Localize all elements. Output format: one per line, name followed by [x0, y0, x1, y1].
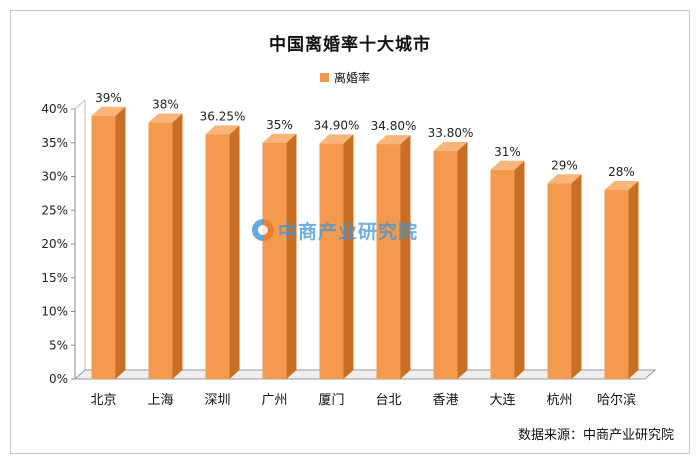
bar-杭州 — [547, 183, 572, 379]
bar-side — [628, 181, 639, 379]
bar-side — [571, 174, 582, 379]
y-axis-depth — [74, 99, 86, 110]
data-label: 34.90% — [314, 118, 360, 132]
data-label: 38% — [152, 98, 179, 112]
y-tick-label: 5% — [49, 338, 68, 352]
bar-厦门 — [319, 143, 344, 379]
x-tick-label: 广州 — [261, 393, 287, 408]
data-label: 31% — [494, 145, 521, 159]
x-tick-label: 厦门 — [318, 393, 344, 408]
legend-label: 离婚率 — [334, 70, 371, 85]
x-tick-label: 北京 — [90, 393, 116, 408]
data-label: 35% — [266, 118, 293, 132]
y-tick-label: 40% — [41, 102, 68, 116]
y-tick-label: 20% — [41, 237, 68, 251]
bar-top — [262, 133, 297, 143]
y-tick-label: 30% — [41, 170, 68, 184]
watermark-text: 中商产业研究院 — [278, 220, 419, 243]
y-tick-label: 25% — [41, 203, 68, 217]
bar-台北 — [376, 144, 401, 379]
bar-top — [433, 141, 468, 151]
bar-side — [229, 125, 240, 379]
source-note: 数据来源：中商产业研究院 — [517, 428, 674, 443]
bar-北京 — [91, 115, 116, 379]
data-label: 36.25% — [200, 109, 246, 123]
bar-side — [172, 113, 183, 379]
data-label: 28% — [608, 165, 635, 179]
data-label: 33.80% — [428, 126, 474, 140]
x-tick-label: 香港 — [432, 393, 458, 408]
x-tick-label: 杭州 — [546, 393, 572, 408]
legend-swatch — [320, 72, 329, 82]
bar-广州 — [262, 142, 287, 379]
company-logo-icon — [252, 219, 274, 241]
bar-大连 — [490, 169, 515, 379]
bar-side — [286, 133, 297, 379]
x-tick-label: 大连 — [489, 392, 515, 408]
x-tick-label: 深圳 — [204, 393, 230, 408]
bar-top — [604, 181, 639, 190]
bar-香港 — [433, 150, 458, 379]
bar-top — [547, 174, 582, 184]
bar-top — [91, 106, 126, 116]
x-tick-label: 上海 — [147, 393, 173, 408]
bar-哈尔滨 — [604, 190, 629, 379]
bar-side — [115, 106, 126, 379]
y-tick-label: 0% — [49, 372, 68, 386]
data-label: 29% — [551, 158, 578, 172]
bar-top — [490, 160, 525, 170]
x-tick-label: 哈尔滨 — [597, 392, 636, 408]
y-tick-label: 35% — [41, 136, 68, 150]
data-label: 39% — [95, 91, 122, 105]
watermark: 中商产业研究院 — [252, 215, 418, 245]
y-tick-label: 10% — [41, 305, 68, 319]
legend: 离婚率 — [320, 70, 371, 85]
bar-top — [376, 135, 411, 145]
y-tick-label: 15% — [41, 271, 68, 285]
x-tick-label: 台北 — [375, 393, 401, 408]
bar-side — [400, 135, 411, 379]
bar-side — [343, 134, 354, 379]
bar-side — [514, 160, 525, 379]
data-label: 34.80% — [371, 119, 417, 133]
bar-side — [457, 141, 468, 379]
chart-title: 中国离婚率十大城市 — [269, 35, 431, 55]
bar-深圳 — [205, 134, 230, 379]
bar-top — [205, 125, 240, 135]
bar-top — [148, 113, 183, 123]
bar-top — [319, 134, 354, 144]
bar-上海 — [148, 122, 173, 379]
